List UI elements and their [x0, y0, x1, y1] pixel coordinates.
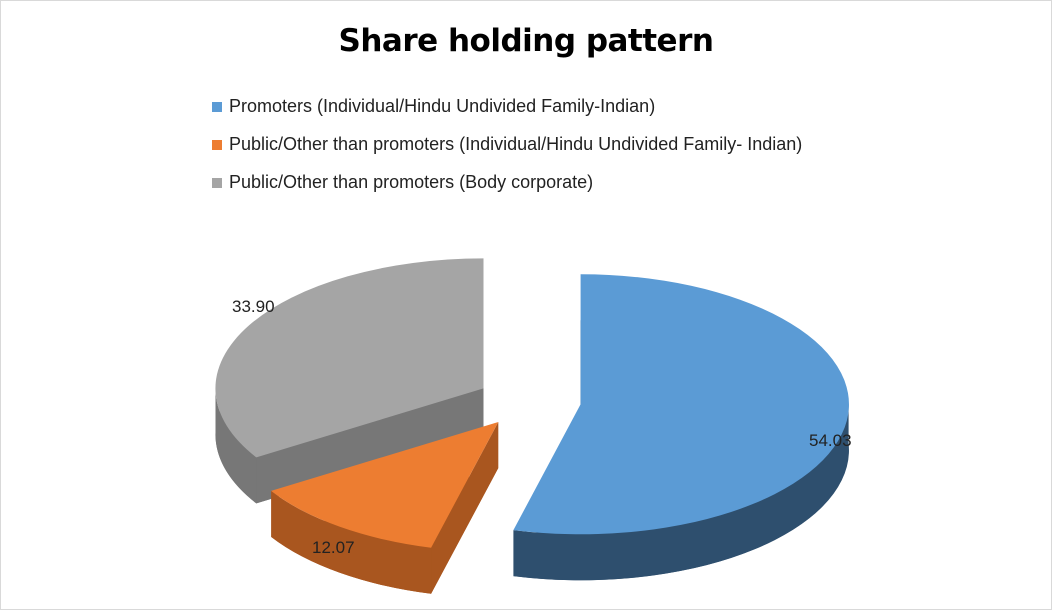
data-label-promoters: 54.03 [809, 431, 852, 450]
data-label-public-individual: 12.07 [312, 538, 355, 557]
pie-slice-cut-body-corporate-0 [256, 388, 484, 504]
data-label-body-corporate: 33.90 [232, 297, 275, 316]
legend-swatch-promoters [212, 101, 222, 112]
legend-swatch-public-individual [212, 139, 222, 150]
pie-slice-public-individual [271, 422, 499, 548]
legend-item-promoters: Promoters (Individual/Hindu Undivided Fa… [212, 87, 802, 125]
legend-label-body-corporate: Public/Other than promoters (Body corpor… [229, 171, 594, 192]
pie-slice-promoters [513, 274, 849, 535]
chart-title: Share holding pattern [338, 23, 714, 59]
pie-slice-cut-public-individual-0 [431, 422, 499, 594]
pie-slice-body-corporate [215, 258, 484, 458]
legend-item-body-corporate: Public/Other than promoters (Body corpor… [212, 163, 802, 201]
legend-label-promoters: Promoters (Individual/Hindu Undivided Fa… [229, 95, 656, 116]
legend-label-public-individual: Public/Other than promoters (Individual/… [229, 133, 803, 154]
legend-item-public-individual: Public/Other than promoters (Individual/… [212, 125, 802, 163]
legend-swatch-body-corporate [212, 177, 222, 188]
pie-slice-side-public-individual [271, 490, 432, 594]
pie-slice-side-body-corporate [215, 388, 257, 504]
pie-slice-side-promoters [513, 404, 849, 581]
legend: Promoters (Individual/Hindu Undivided Fa… [212, 87, 802, 201]
